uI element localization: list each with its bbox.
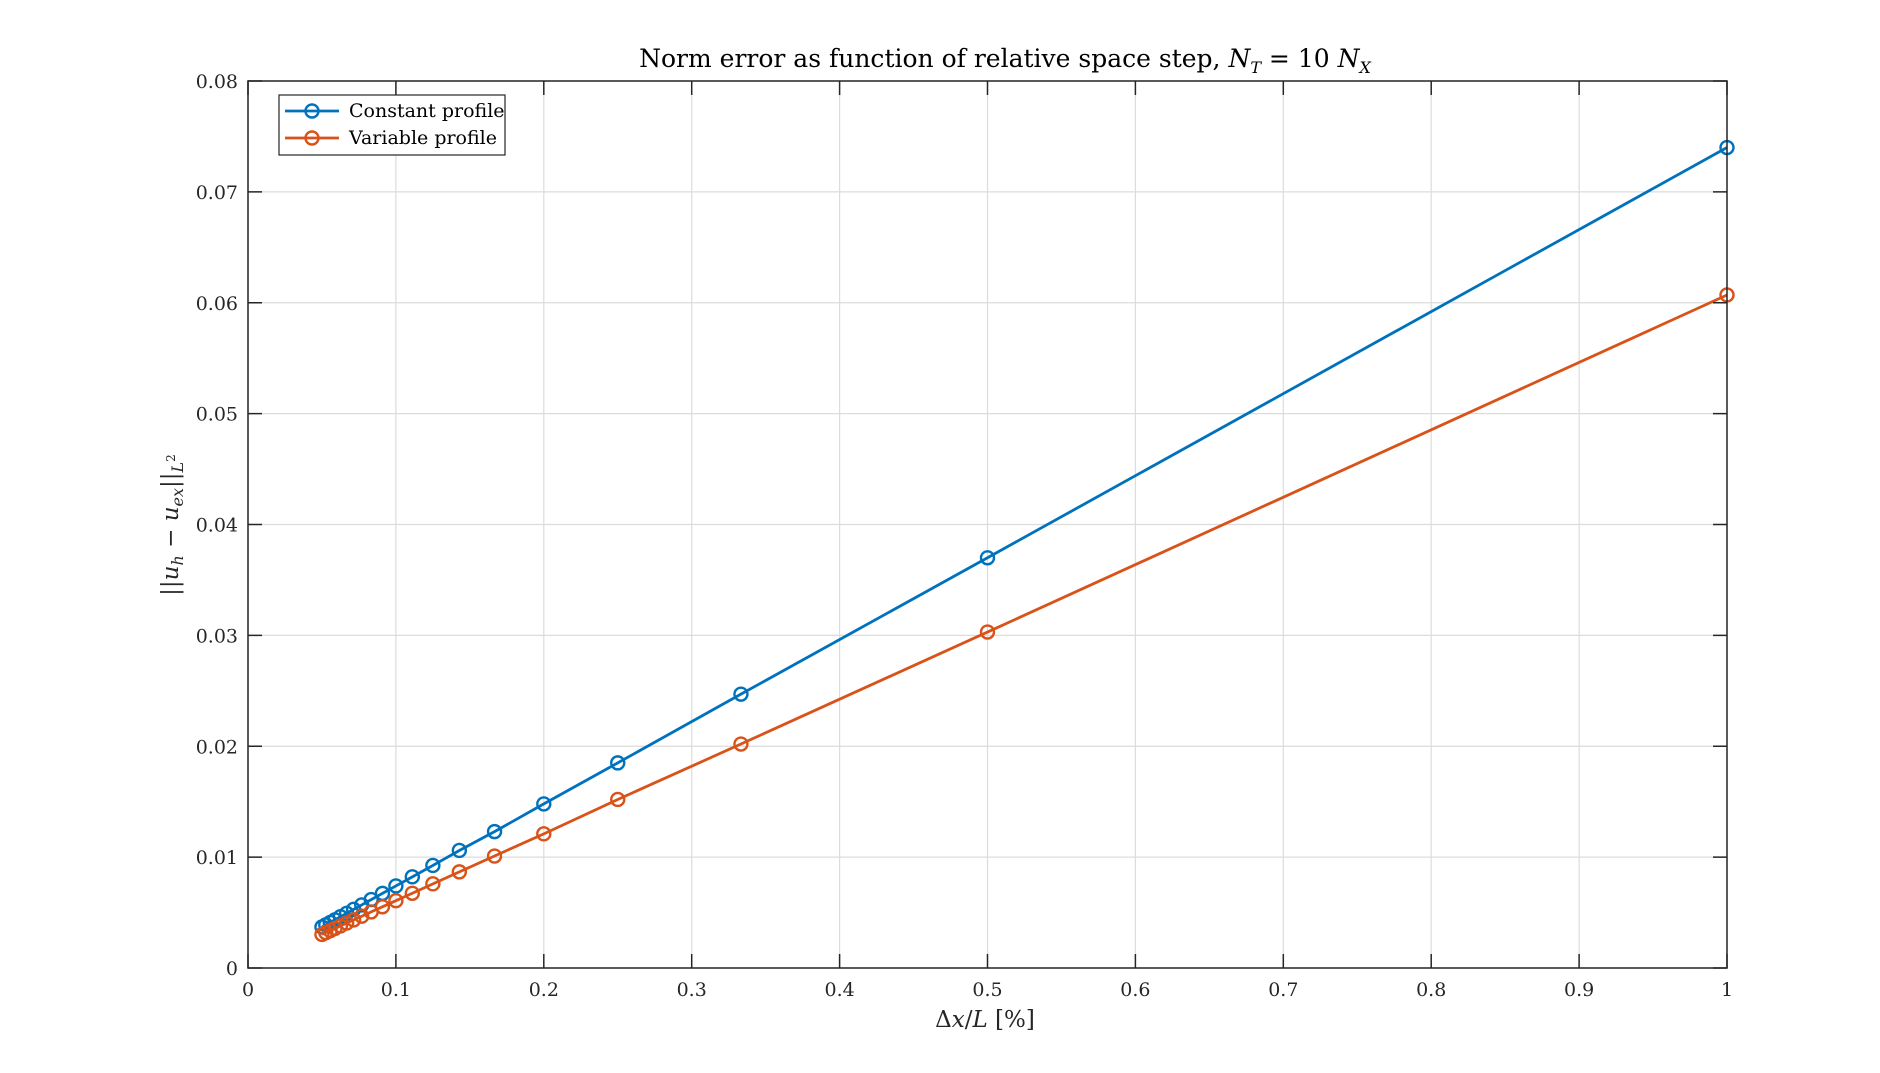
chart-title-nt: N: [1227, 44, 1251, 73]
series-1-point: [979, 550, 996, 566]
y-tick-label: 0.01: [196, 847, 238, 869]
y-tick-label: 0.04: [196, 515, 238, 537]
legend-swatch-marker: [304, 130, 320, 146]
legend-swatch-marker: [304, 103, 320, 119]
series-2-point: [451, 864, 468, 880]
legend-entry-label: Variable profile: [348, 127, 497, 149]
x-tick-label: 0.3: [677, 979, 707, 1001]
x-axis-label: Δx/L [%]: [935, 1007, 1035, 1033]
y-tick-label: 0.06: [196, 293, 238, 315]
series-2-point: [979, 624, 996, 640]
series-1-point: [733, 686, 749, 702]
series-1-point: [536, 796, 552, 812]
y-tick-label: 0.05: [196, 404, 238, 426]
series-2-point: [425, 876, 441, 892]
legend-entry-label: Constant profile: [349, 100, 505, 122]
series-1-point: [486, 823, 503, 840]
y-tick-label: 0.07: [196, 182, 238, 204]
series-1-point: [404, 869, 421, 885]
series-2-point: [314, 926, 330, 943]
x-tick-label: 0.5: [972, 979, 1002, 1001]
series-1-point: [610, 755, 626, 771]
ticks: 0 0.1 0.2 0.3 0.4 0.5 0.6 0.7 0.8 0.9 1 0 0.01 0.02 0.…: [196, 71, 1733, 1001]
x-tick-label: 0.6: [1120, 979, 1150, 1001]
series-2-point: [486, 848, 503, 864]
series-2-point: [610, 791, 626, 808]
series-2-point: [363, 904, 379, 920]
x-tick-label: 0.2: [529, 979, 559, 1001]
x-tick-label: 0: [242, 979, 254, 1001]
x-tick-label: 0.8: [1416, 979, 1446, 1001]
y-tick-label: 0.08: [196, 71, 238, 93]
y-tick-label: 0.03: [196, 625, 238, 647]
series-1-point: [388, 878, 404, 894]
series-layer: [314, 139, 1735, 943]
series-1-point: [451, 842, 468, 859]
x-tick-label: 0.4: [824, 979, 854, 1001]
y-tick-label: 0: [226, 958, 238, 980]
chart-title-main: Norm error as function of relative space…: [639, 44, 1228, 73]
x-tick-label: 0.9: [1564, 979, 1594, 1001]
series-2-point: [536, 826, 552, 842]
y-tick-label: 0.02: [196, 736, 238, 758]
x-tick-label: 1: [1721, 979, 1733, 1001]
series-1-point: [425, 857, 441, 874]
series-2-point: [388, 892, 404, 909]
series-2-point: [404, 885, 421, 901]
chart-title: Norm error as function of relative space…: [639, 44, 1371, 77]
x-tick-label: 0.7: [1268, 979, 1298, 1001]
y-axis-label: ||uh − uex||L2: [158, 454, 187, 596]
series-2-point: [354, 908, 370, 924]
series-2-point: [733, 736, 749, 752]
legend: Constant profile Variable profile: [278, 94, 506, 156]
x-tick-label: 0.1: [381, 979, 411, 1001]
